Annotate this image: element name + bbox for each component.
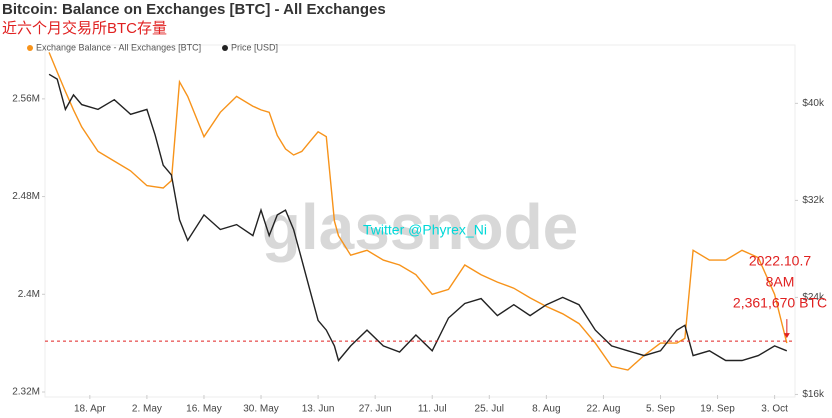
legend-label: Price [USD]: [231, 42, 278, 52]
plot-frame: [44, 44, 796, 398]
annotation-arrowhead: [783, 333, 790, 339]
y-tick-label: 2.32M: [12, 387, 40, 398]
legend-marker: [222, 45, 228, 51]
y2-tick-label: $32k: [802, 195, 825, 206]
x-tick-label: 19. Sep: [700, 404, 735, 415]
x-tick-label: 11. Jul: [418, 404, 447, 415]
x-tick-label: 3. Oct: [761, 404, 788, 415]
chart-title: Bitcoin: Balance on Exchanges [BTC] - Al…: [2, 1, 386, 18]
credit: Twitter @Phyrex_Ni: [363, 222, 487, 238]
y-tick-label: 2.48M: [12, 191, 40, 202]
annotation-text: 2,361,670 BTC: [733, 295, 827, 311]
watermark: glassnode: [262, 191, 579, 263]
y2-tick-label: $16k: [802, 389, 825, 400]
series-line: [48, 52, 788, 371]
x-tick-label: 18. Apr: [74, 404, 106, 415]
y2-tick-label: $40k: [802, 98, 825, 109]
x-tick-label: 2. May: [132, 404, 162, 415]
annotation-text: 8AM: [766, 274, 795, 290]
y-tick-label: 2.56M: [12, 93, 40, 104]
x-tick-label: 22. Aug: [586, 404, 620, 415]
y-tick-label: 2.4M: [18, 289, 40, 300]
series-line: [48, 73, 788, 362]
x-tick-label: 30. May: [243, 404, 279, 415]
x-tick-label: 8. Aug: [532, 404, 560, 415]
legend-label: Exchange Balance - All Exchanges [BTC]: [36, 42, 201, 52]
annotation-text: 2022.10.7: [749, 253, 811, 269]
y2-tick-label: $24k: [802, 292, 825, 303]
x-tick-label: 25. Jul: [475, 404, 504, 415]
x-tick-label: 13. Jun: [302, 404, 335, 415]
x-tick-label: 5. Sep: [646, 404, 675, 415]
chart-subtitle: 近六个月交易所BTC存量: [2, 19, 167, 37]
x-tick-label: 16. May: [186, 404, 222, 415]
x-tick-label: 27. Jun: [359, 404, 392, 415]
legend-marker: [27, 45, 33, 51]
